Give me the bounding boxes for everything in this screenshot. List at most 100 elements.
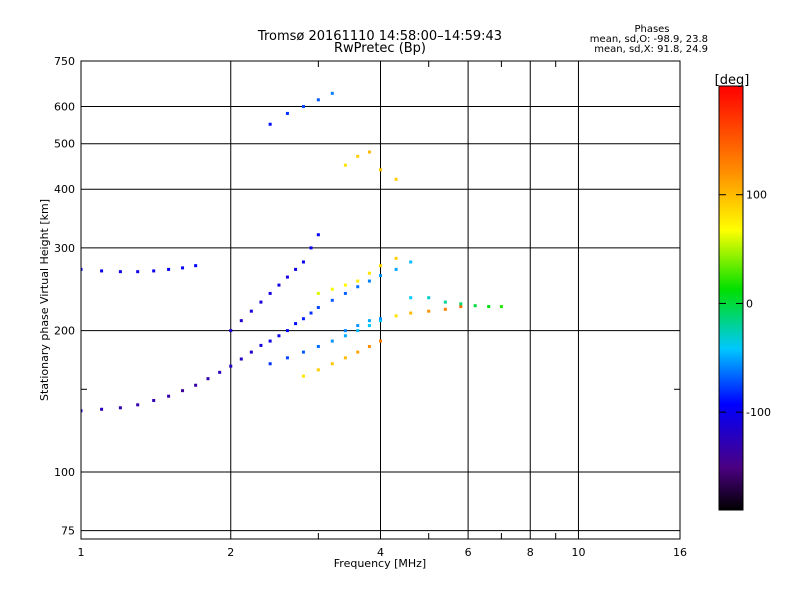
data-point bbox=[194, 383, 198, 387]
colorbar-tick-label: 0 bbox=[746, 297, 753, 310]
data-point bbox=[316, 291, 320, 295]
x-tick-label: 8 bbox=[527, 546, 534, 559]
y-axis-label: Stationary phase Virtual Height [km] bbox=[38, 199, 51, 401]
colorbar-label: [deg] bbox=[715, 73, 750, 88]
data-point bbox=[316, 345, 320, 349]
data-point bbox=[167, 394, 171, 398]
data-point bbox=[81, 409, 83, 413]
y-tick-label: 100 bbox=[54, 466, 75, 479]
data-point bbox=[118, 270, 122, 274]
chart-subtitle: RwPretec (Bp) bbox=[334, 41, 426, 56]
data-point bbox=[367, 345, 371, 349]
data-point bbox=[367, 319, 371, 323]
data-point bbox=[409, 260, 413, 264]
y-tick-label: 300 bbox=[54, 242, 75, 255]
data-point bbox=[259, 343, 263, 347]
data-point bbox=[356, 329, 360, 333]
data-point bbox=[285, 275, 289, 279]
data-point bbox=[316, 233, 320, 237]
data-point bbox=[301, 105, 305, 109]
data-point bbox=[239, 357, 243, 361]
axis-ticks bbox=[81, 61, 680, 539]
data-point bbox=[118, 406, 122, 410]
data-point bbox=[394, 267, 398, 271]
x-tick-label: 4 bbox=[377, 546, 384, 559]
colorbar-ticks: 100 0 -100 bbox=[719, 189, 771, 419]
data-point bbox=[394, 256, 398, 260]
y-tick-label: 200 bbox=[54, 325, 75, 338]
data-point bbox=[309, 311, 313, 315]
data-point bbox=[343, 329, 347, 333]
data-point bbox=[229, 329, 233, 333]
data-point bbox=[367, 150, 371, 154]
data-point bbox=[343, 163, 347, 167]
data-point bbox=[229, 364, 233, 368]
data-point bbox=[294, 322, 298, 326]
y-tick-label: 500 bbox=[54, 138, 75, 151]
data-point bbox=[367, 324, 371, 328]
x-tick-label: 1 bbox=[78, 546, 85, 559]
data-point bbox=[316, 368, 320, 372]
data-point bbox=[81, 267, 83, 271]
chart-title: Tromsø 20161110 14:58:00–14:59:43 bbox=[257, 29, 502, 44]
data-point bbox=[316, 98, 320, 102]
data-point bbox=[136, 403, 140, 407]
data-point bbox=[249, 309, 253, 313]
data-point bbox=[356, 285, 360, 289]
data-point bbox=[379, 264, 382, 268]
data-point bbox=[285, 111, 289, 115]
data-point bbox=[136, 270, 140, 274]
x-tick-label: 6 bbox=[465, 546, 472, 559]
data-point bbox=[100, 269, 104, 273]
plot-frame bbox=[80, 60, 681, 540]
x-tick-labels: 1 2 4 6 8 10 16 bbox=[78, 546, 688, 559]
data-point bbox=[330, 287, 334, 291]
data-point bbox=[268, 339, 272, 343]
data-point bbox=[316, 305, 320, 309]
data-point bbox=[277, 283, 281, 287]
y-tick-label: 750 bbox=[54, 55, 75, 68]
x-tick-label: 16 bbox=[673, 546, 687, 559]
data-point bbox=[394, 314, 398, 318]
data-point bbox=[152, 398, 156, 402]
data-point bbox=[301, 317, 305, 321]
data-point bbox=[268, 122, 272, 126]
data-point bbox=[268, 291, 272, 295]
data-point bbox=[330, 298, 334, 302]
data-point bbox=[443, 300, 447, 304]
data-point bbox=[268, 362, 272, 366]
data-point bbox=[379, 339, 382, 343]
y-tick-labels: 75 100 200 300 400 500 600 750 bbox=[54, 55, 75, 538]
data-point bbox=[194, 264, 198, 268]
phase-stats-title: Phases bbox=[634, 24, 669, 35]
data-point bbox=[499, 305, 503, 309]
data-point bbox=[367, 279, 371, 283]
colorbar-tick-label: -100 bbox=[746, 406, 771, 419]
data-point bbox=[167, 267, 171, 271]
data-point bbox=[343, 283, 347, 287]
data-point bbox=[181, 389, 185, 393]
data-point bbox=[301, 374, 305, 378]
data-point bbox=[343, 356, 347, 360]
data-point bbox=[356, 279, 360, 283]
data-point bbox=[409, 296, 413, 300]
phase-stats-x: mean, sd,X: 91.8, 24.9 bbox=[594, 44, 708, 55]
data-point bbox=[259, 300, 263, 304]
data-point bbox=[181, 266, 185, 270]
data-point bbox=[206, 377, 210, 381]
data-point bbox=[379, 168, 382, 172]
data-point bbox=[473, 304, 477, 308]
data-point bbox=[443, 307, 447, 311]
data-point bbox=[459, 305, 463, 309]
data-point bbox=[285, 329, 289, 333]
data-point bbox=[249, 350, 253, 354]
data-point bbox=[394, 177, 398, 181]
data-point bbox=[152, 269, 156, 273]
data-point bbox=[301, 260, 305, 264]
data-points bbox=[81, 91, 503, 413]
x-tick-label: 10 bbox=[571, 546, 585, 559]
data-point bbox=[343, 291, 347, 295]
data-point bbox=[301, 350, 305, 354]
y-tick-label: 600 bbox=[54, 101, 75, 114]
